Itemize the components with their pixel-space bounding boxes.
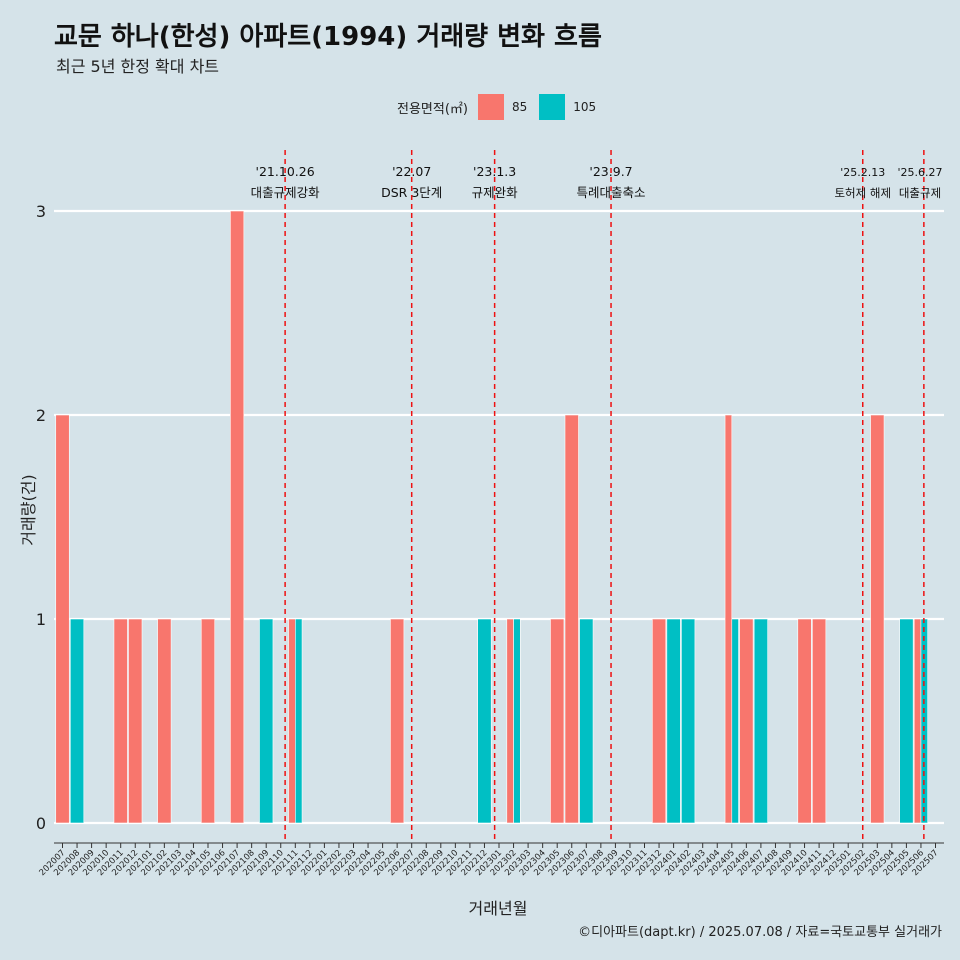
y-tick-label: 3 [36,202,46,221]
bar-85-202503 [870,414,885,824]
legend: 전용면적(㎡) 85 105 [397,94,608,120]
bar-85-202405 [724,414,733,824]
chart-subtitle: 최근 5년 한정 확대 차트 [56,57,220,76]
event-label-202301: 규제완화 [472,185,519,200]
bar-85-202107 [230,210,245,824]
bar-85-202411 [812,618,827,824]
legend-title: 전용면적(㎡) [397,101,468,117]
bar-85-202105 [200,618,216,824]
bar-85-202306 [564,414,579,824]
bar-105-202212 [477,618,492,824]
event-label-202110: 대출규제강화 [251,185,321,200]
y-tick-label: 1 [36,610,46,629]
bar-85-202206 [390,618,405,824]
bar-105-202008 [70,618,85,824]
bar-105-202307 [579,618,594,824]
bar-85-202305 [550,618,565,824]
chart-caption: ©디아파트(dapt.kr) / 2025.07.08 / 자료=국토교통부 실… [578,925,942,940]
bar-85-202312 [651,618,667,824]
event-label-202207: DSR 3단계 [381,185,442,200]
bar-105-202109 [259,618,274,824]
y-tick-label: 2 [36,406,46,425]
legend-label-85: 85 [511,100,528,114]
event-date-202506: '25.6.27 [897,166,942,179]
bar-105-202407 [753,618,768,824]
bar-105-202302 [513,618,521,824]
event-date-202502: '25.2.13 [840,166,885,179]
event-label-202309: 특례대출축소 [577,185,646,200]
bar-85-202506 [913,618,922,824]
bar-105-202402 [681,618,696,824]
bar-85-202111 [288,618,296,824]
event-date-202301: '23.1.3 [473,164,516,179]
bar-105-202111 [294,618,303,824]
y-tick-label: 0 [36,814,46,833]
bar-105-202405 [731,618,739,824]
bar-85-202302 [506,618,514,824]
event-label-202502: 토허제 해제 [834,186,891,200]
bar-85-202007 [55,414,70,824]
event-date-202110: '21.10.26 [256,164,315,179]
bar-85-202011 [113,618,128,824]
event-label-202506: 대출규제 [899,186,941,200]
legend-swatch-85 [477,94,504,120]
legend-swatch-105 [539,94,566,120]
bar-105-202401 [666,618,681,824]
bar-85-202410 [797,618,812,824]
bar-85-202012 [128,618,143,824]
event-date-202207: '22.07 [392,164,431,179]
event-date-202309: '23.9.7 [589,164,632,179]
bar-85-202406 [739,618,754,824]
y-axis-title: 거래량(건) [19,474,38,545]
bar-105-202505 [899,618,914,824]
chart-title: 교문 하나(한성) 아파트(1994) 거래량 변화 흐름 [54,22,602,52]
bar-85-202102 [157,618,172,824]
x-axis-title: 거래년월 [469,899,528,918]
legend-label-105: 105 [573,100,597,114]
